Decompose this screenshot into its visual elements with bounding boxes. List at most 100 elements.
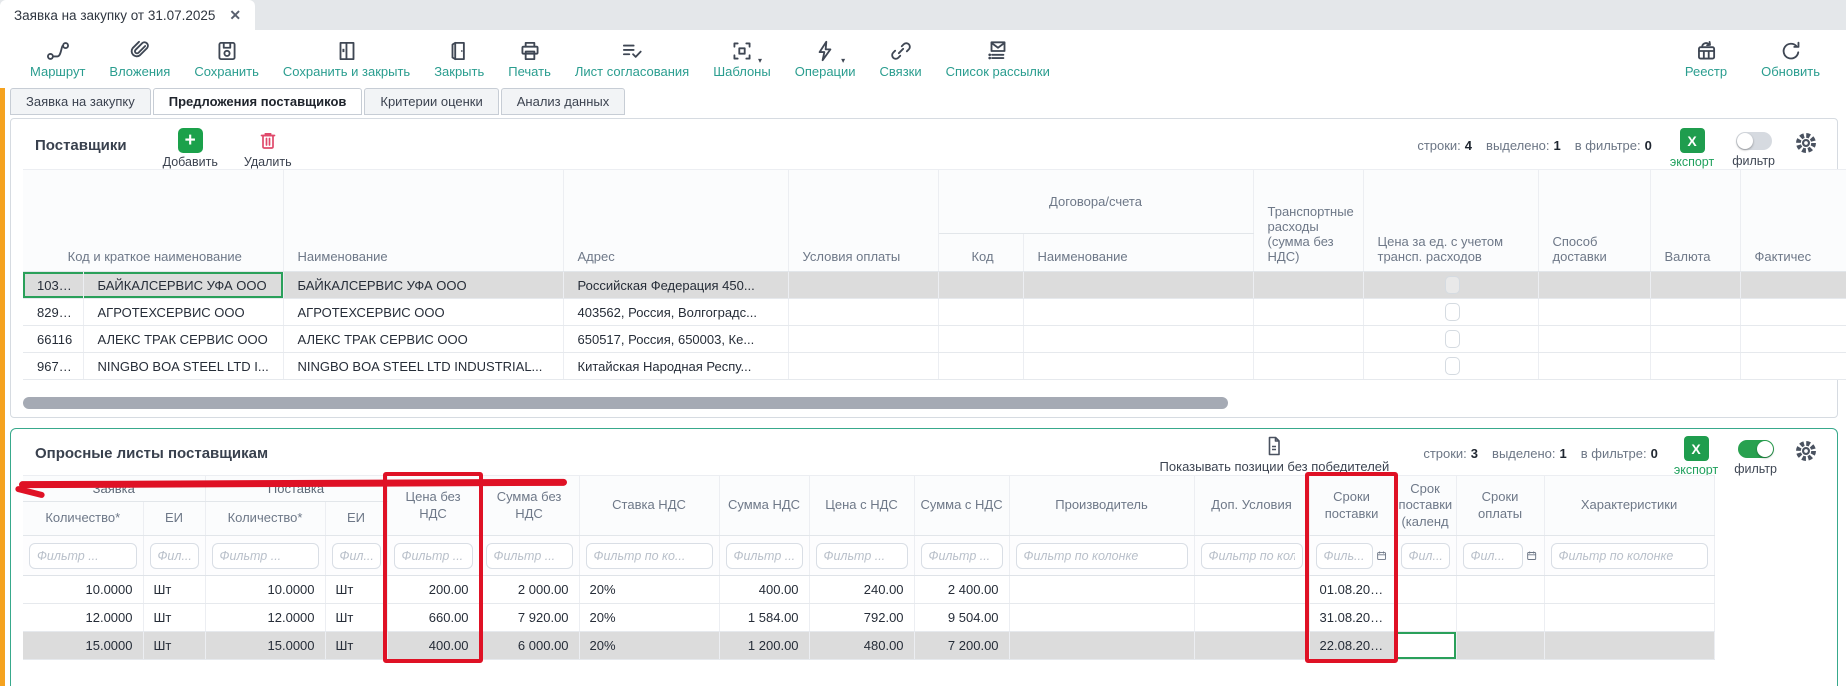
filter-toggle[interactable]: фильтр bbox=[1732, 125, 1775, 168]
calendar-icon[interactable] bbox=[1376, 547, 1387, 564]
cell-name: АГРОТЕХСЕРВИС ООО bbox=[283, 298, 564, 326]
column-header[interactable]: Цена без НДС bbox=[387, 475, 480, 536]
refresh-button[interactable]: Обновить bbox=[1761, 30, 1820, 79]
filter-input[interactable] bbox=[920, 542, 1003, 569]
filter-input[interactable] bbox=[393, 542, 473, 569]
show-positions-without-winners-button[interactable]: Показывать позиции без победителей bbox=[1160, 434, 1389, 474]
supplier-row[interactable]: 96746 NINGBO BOA STEEL LTD I... NINGBO B… bbox=[23, 352, 1846, 380]
save-button[interactable]: Сохранить bbox=[194, 30, 259, 79]
column-header[interactable]: Цена за ед. с учетом трансп. расходов bbox=[1363, 169, 1539, 272]
tab-kriterii-ocenki[interactable]: Критерии оценки bbox=[364, 88, 499, 115]
column-header[interactable]: Транспортные расходы (сумма без НДС) bbox=[1253, 169, 1364, 272]
print-button[interactable]: Печать bbox=[508, 30, 551, 79]
column-header[interactable]: Адрес bbox=[563, 169, 789, 272]
questionnaire-row[interactable]: 12.0000 Шт 12.0000 Шт 660.00 7 920.00 20… bbox=[23, 603, 1715, 632]
supplier-row[interactable]: 103317 БАЙКАЛСЕРВИС УФА ООО БАЙКАЛСЕРВИС… bbox=[23, 271, 1846, 299]
delete-supplier-button[interactable]: Удалить bbox=[244, 128, 292, 169]
links-button[interactable]: Связки bbox=[880, 30, 922, 79]
column-header[interactable]: Сроки оплаты bbox=[1456, 475, 1545, 536]
filter-input[interactable] bbox=[211, 542, 319, 569]
column-header[interactable]: Сумма без НДС bbox=[479, 475, 580, 536]
filter-input[interactable] bbox=[149, 542, 199, 569]
filter-toggle[interactable]: фильтр bbox=[1734, 433, 1777, 476]
plus-icon: + bbox=[177, 128, 203, 153]
cell-payment-dates bbox=[1456, 631, 1545, 660]
export-excel-button[interactable]: X экспорт bbox=[1674, 433, 1718, 477]
close-button[interactable]: Закрыть bbox=[434, 30, 484, 79]
checkbox[interactable] bbox=[1445, 276, 1460, 294]
filter-input[interactable] bbox=[1550, 542, 1708, 569]
tab-predlozheniya-postavshchikov[interactable]: Предложения поставщиков bbox=[152, 88, 363, 115]
mailing-list-button[interactable]: Список рассылки bbox=[946, 30, 1050, 79]
filter-input[interactable] bbox=[815, 542, 908, 569]
filter-input[interactable] bbox=[29, 542, 137, 569]
add-supplier-button[interactable]: + Добавить bbox=[163, 128, 218, 169]
supplier-row[interactable]: 66116 АЛЕКС ТРАК СЕРВИС ООО АЛЕКС ТРАК С… bbox=[23, 325, 1846, 353]
column-header[interactable]: Наименование bbox=[1023, 233, 1254, 272]
column-header[interactable]: Код и краткое наименование bbox=[23, 169, 284, 272]
column-header[interactable]: Ставка НДС bbox=[579, 475, 720, 536]
column-header[interactable]: Количество* bbox=[23, 501, 144, 536]
cell-manufacturer bbox=[1009, 575, 1195, 604]
cell-sum-no-vat: 6 000.00 bbox=[479, 631, 580, 660]
settings-gear-button[interactable] bbox=[1793, 130, 1819, 159]
column-header[interactable]: Характеристики bbox=[1544, 475, 1715, 536]
left-accent-stripe bbox=[0, 88, 5, 686]
settings-gear-button[interactable] bbox=[1793, 438, 1819, 467]
templates-button[interactable]: ▾ Шаблоны bbox=[713, 30, 771, 79]
cell-payment-dates bbox=[1456, 603, 1545, 632]
supplier-row[interactable]: 82942 АГРОТЕХСЕРВИС ООО АГРОТЕХСЕРВИС ОО… bbox=[23, 298, 1846, 326]
tab-zayavka-na-zakupku[interactable]: Заявка на закупку bbox=[10, 88, 151, 115]
column-header[interactable]: Способ доставки bbox=[1538, 169, 1651, 272]
filter-input[interactable] bbox=[725, 542, 803, 569]
approval-sheet-button[interactable]: Лист согласования bbox=[575, 30, 689, 79]
cell-price-vat: 240.00 bbox=[809, 575, 915, 604]
registry-button[interactable]: Реестр bbox=[1685, 30, 1727, 79]
column-header[interactable]: ЕИ bbox=[143, 501, 206, 536]
column-header[interactable]: Условия оплаты bbox=[788, 169, 939, 272]
column-header[interactable]: Сумма НДС bbox=[719, 475, 810, 536]
checkbox[interactable] bbox=[1445, 330, 1460, 348]
cell-delivery-days-focused[interactable] bbox=[1394, 631, 1457, 660]
column-header[interactable]: Срок поставки (календ bbox=[1394, 475, 1457, 536]
filter-input[interactable] bbox=[1400, 542, 1450, 569]
column-header[interactable]: Производитель bbox=[1009, 475, 1195, 536]
cell-vat-rate: 20% bbox=[579, 631, 720, 660]
save-and-close-button[interactable]: Сохранить и закрыть bbox=[283, 30, 410, 79]
column-header[interactable]: Сумма с НДС bbox=[914, 475, 1010, 536]
attachments-button[interactable]: Вложения bbox=[109, 30, 170, 79]
filter-label: фильтр bbox=[1734, 462, 1777, 476]
filter-input[interactable] bbox=[331, 542, 381, 569]
cell-sum-vat: 7 200.00 bbox=[914, 631, 1010, 660]
cell-price-with-transport bbox=[1363, 325, 1539, 353]
column-header[interactable]: Цена с НДС bbox=[809, 475, 915, 536]
column-header[interactable]: Доп. Условия bbox=[1194, 475, 1310, 536]
column-header[interactable]: Валюта bbox=[1650, 169, 1741, 272]
filter-input[interactable] bbox=[1015, 542, 1188, 569]
questionnaire-row[interactable]: 10.0000 Шт 10.0000 Шт 200.00 2 000.00 20… bbox=[23, 575, 1715, 604]
questionnaire-row[interactable]: 15.0000 Шт 15.0000 Шт 400.00 6 000.00 20… bbox=[23, 631, 1715, 660]
filter-input[interactable] bbox=[485, 542, 573, 569]
operations-button[interactable]: ▾ Операции bbox=[795, 30, 856, 79]
filter-input[interactable] bbox=[1315, 542, 1374, 569]
filter-input[interactable] bbox=[1462, 542, 1524, 569]
column-header[interactable]: Наименование bbox=[283, 169, 564, 272]
filter-input[interactable] bbox=[585, 542, 713, 569]
cell-sum-vat: 9 504.00 bbox=[914, 603, 1010, 632]
column-header[interactable]: Код bbox=[938, 233, 1024, 272]
route-button[interactable]: Маршрут bbox=[30, 30, 85, 79]
document-tab[interactable]: Заявка на закупку от 31.07.2025 ✕ bbox=[0, 0, 256, 30]
calendar-icon[interactable] bbox=[1526, 547, 1537, 564]
checkbox[interactable] bbox=[1445, 303, 1460, 321]
export-excel-button[interactable]: X экспорт bbox=[1670, 125, 1714, 169]
tab-analiz-dannyh[interactable]: Анализ данных bbox=[500, 88, 626, 115]
column-header[interactable]: Фактичес bbox=[1740, 169, 1846, 272]
column-header[interactable]: Количество* bbox=[205, 501, 326, 536]
column-header[interactable]: Сроки поставки bbox=[1309, 475, 1395, 536]
horizontal-scrollbar[interactable] bbox=[23, 397, 1228, 409]
close-tab-icon[interactable]: ✕ bbox=[229, 6, 242, 23]
column-header[interactable]: ЕИ bbox=[325, 501, 388, 536]
filter-input[interactable] bbox=[1200, 542, 1303, 569]
checkbox[interactable] bbox=[1445, 357, 1460, 375]
